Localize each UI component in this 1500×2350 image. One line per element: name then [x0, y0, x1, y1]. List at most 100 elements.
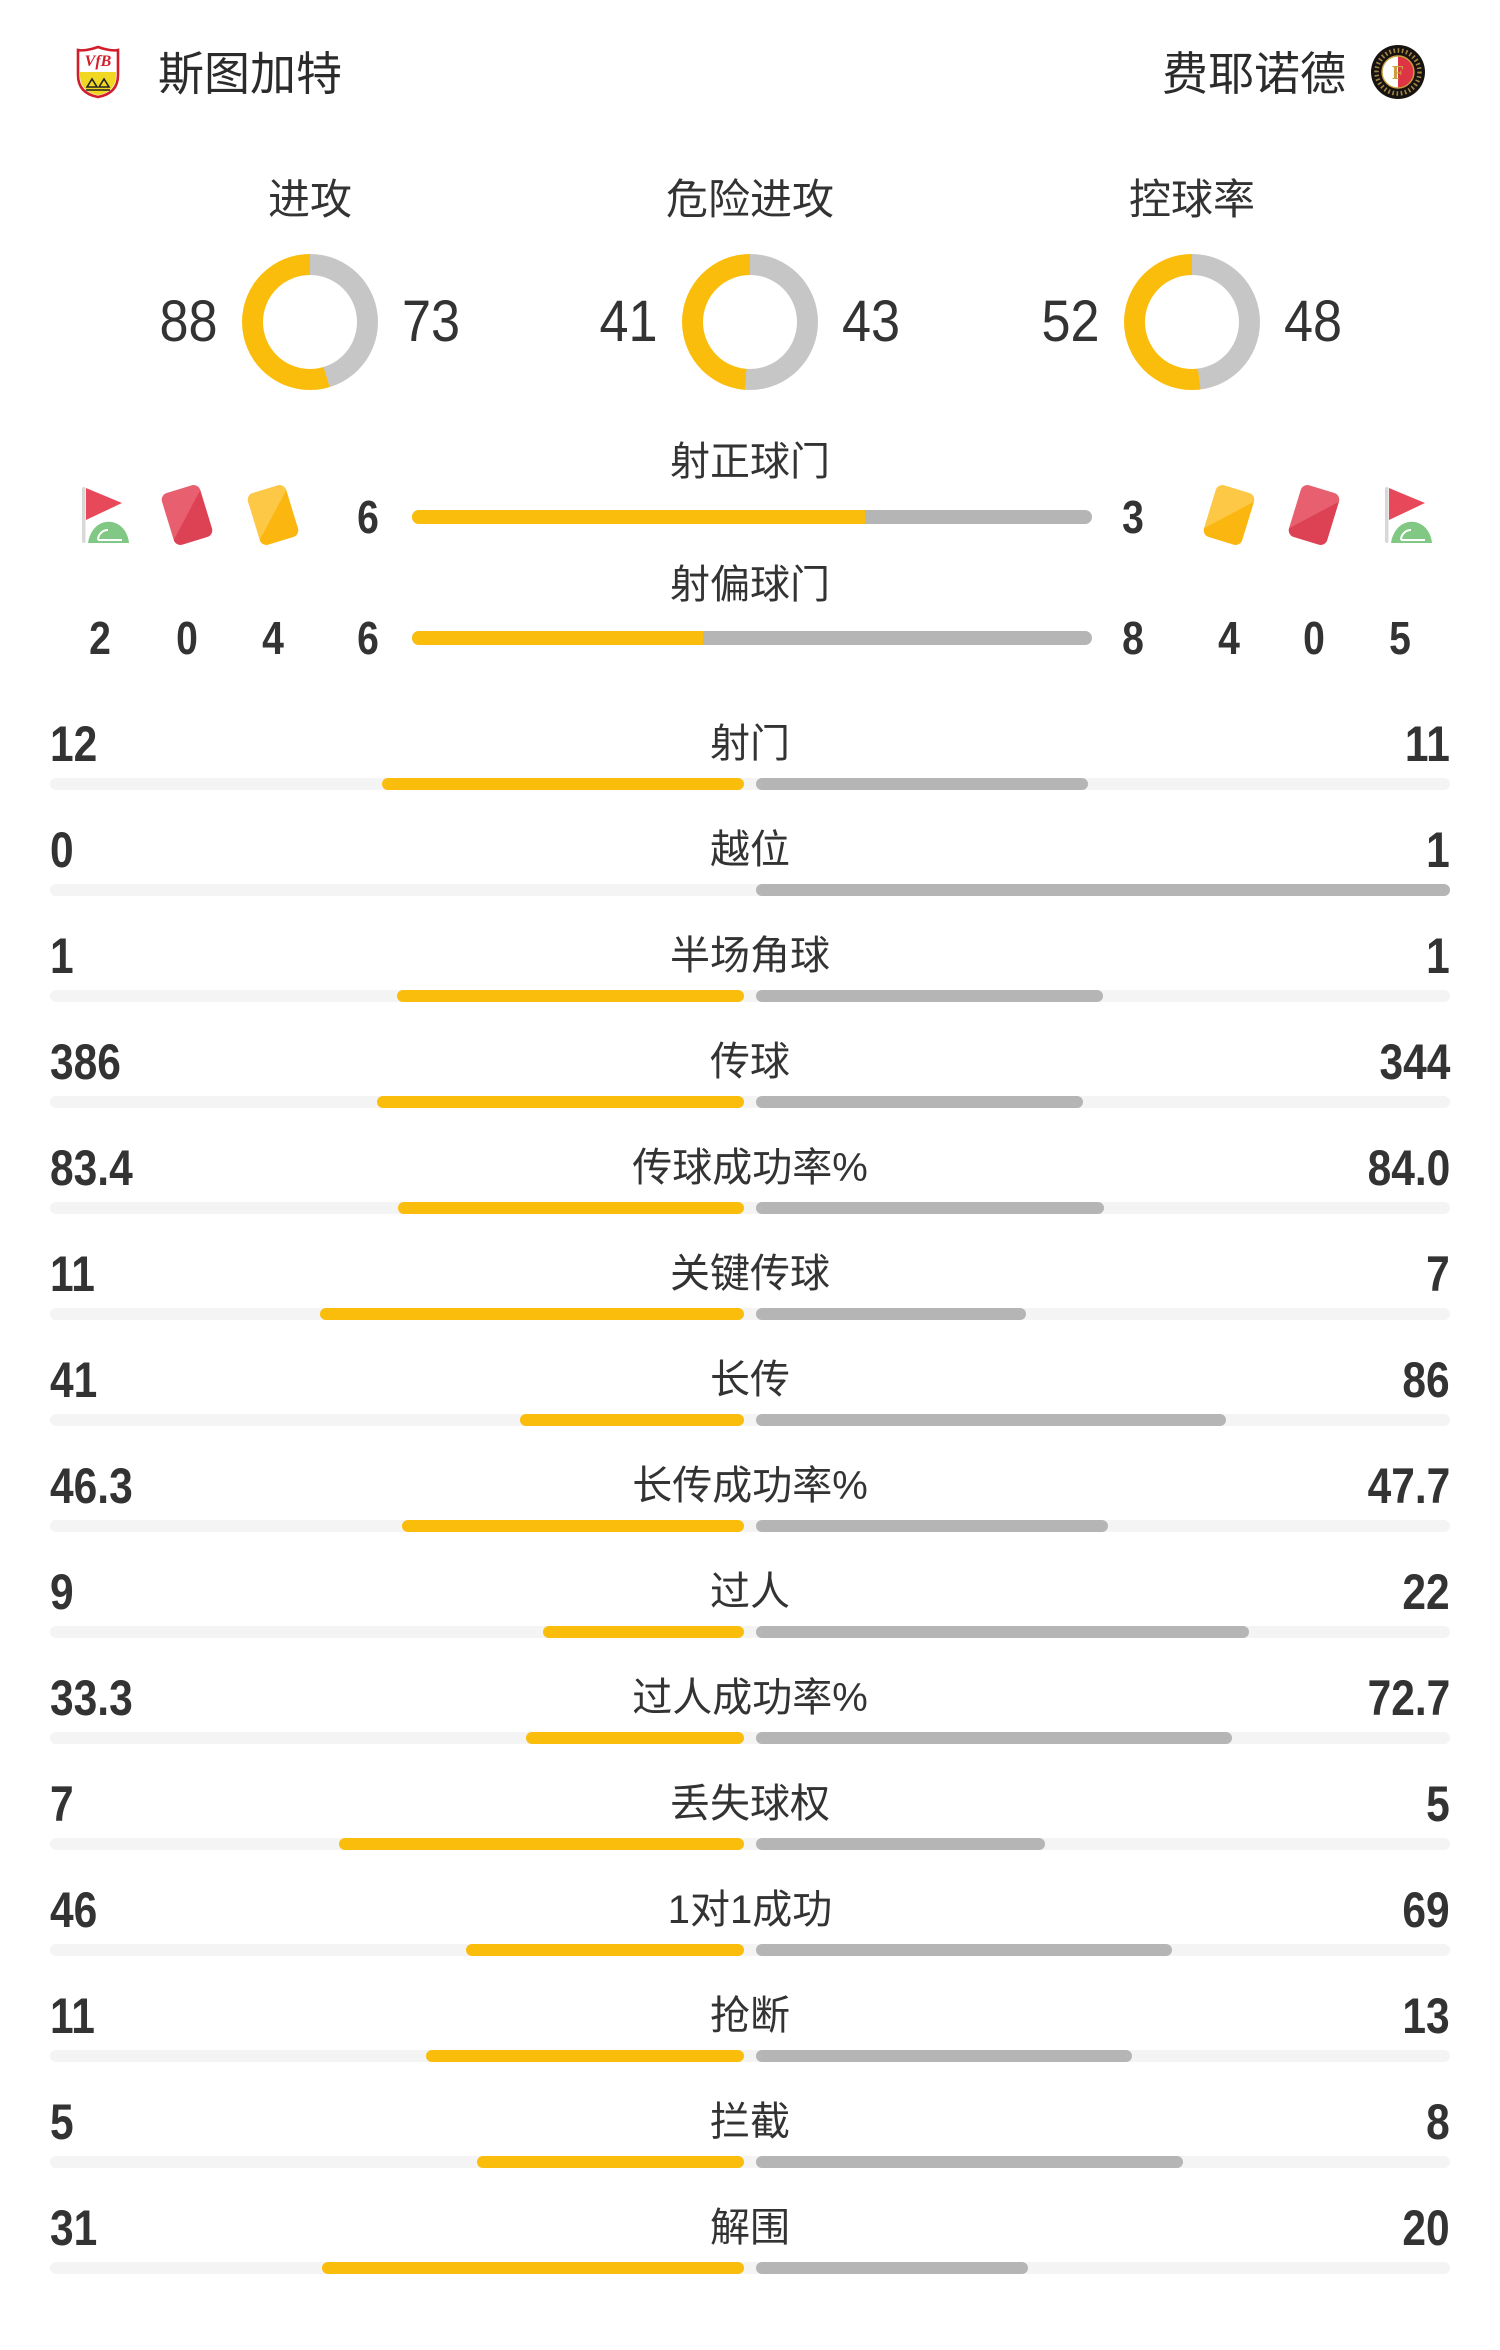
stat-away-bar: [756, 1520, 1109, 1532]
stat-home-value: 9: [50, 1564, 74, 1620]
stat-bar-track: [50, 1732, 1450, 1744]
stat-row: 7 丢失球权 5: [0, 1751, 1500, 1857]
stat-label: 传球: [710, 1040, 790, 1084]
stat-row: 0 越位 1: [0, 797, 1500, 903]
stat-away-value: 86: [1402, 1352, 1450, 1408]
stat-bar-track: [50, 2156, 1450, 2168]
stat-away-value: 47.7: [1367, 1458, 1450, 1514]
stat-bar-track: [50, 1944, 1450, 1956]
stat-away-bar: [756, 2262, 1029, 2274]
stat-away-bar: [756, 1838, 1046, 1850]
away-corners-count: 5: [1389, 612, 1411, 664]
stat-away-value: 72.7: [1367, 1670, 1450, 1726]
stat-home-value: 12: [50, 716, 98, 772]
stat-home-value: 83.4: [50, 1140, 133, 1196]
stat-away-value: 344: [1379, 1034, 1450, 1090]
stat-home-bar: [319, 1308, 744, 1320]
away-team-name: 费耶诺德: [1162, 48, 1346, 100]
stat-bar-track: [50, 990, 1450, 1002]
stat-row: 46.3 长传成功率% 47.7: [0, 1433, 1500, 1539]
stat-label: 解围: [710, 2206, 790, 2250]
stat-away-value: 8: [1426, 2094, 1450, 2150]
home-team-logo-vfb-stuttgart-icon: VfB: [76, 45, 120, 99]
stat-label: 拦截: [710, 2100, 790, 2144]
away-corner-flag-icon: [1385, 487, 1432, 543]
stat-home-bar: [542, 1626, 744, 1638]
stat-row: 12 射门 11: [0, 691, 1500, 797]
stat-home-value: 46: [50, 1882, 98, 1938]
home-yellow-card-icon: [245, 483, 301, 547]
shots-on-target-home-bar: [412, 510, 866, 524]
stat-away-value: 11: [1405, 716, 1450, 772]
stat-home-bar: [397, 990, 744, 1002]
stat-away-bar: [756, 2050, 1132, 2062]
donut-title: 危险进攻: [665, 176, 835, 223]
stat-away-bar: [756, 778, 1088, 790]
away-yellow-card-icon: [1201, 483, 1257, 547]
shots-on-target-title: 射正球门: [670, 440, 830, 484]
donut-away-value: 43: [842, 289, 901, 354]
stat-row: 11 关键传球 7: [0, 1221, 1500, 1327]
stat-home-value: 7: [50, 1776, 74, 1832]
stat-bar-track: [50, 1626, 1450, 1638]
stat-home-bar: [525, 1732, 744, 1744]
donut-group: 危险进攻 41 43: [600, 158, 900, 390]
stat-bar-track: [50, 1202, 1450, 1214]
stat-away-bar: [756, 1308, 1026, 1320]
stat-home-value: 33.3: [50, 1670, 133, 1726]
stat-row: 5 拦截 8: [0, 2069, 1500, 2175]
stat-home-value: 386: [50, 1034, 121, 1090]
stat-home-value: 11: [50, 1988, 95, 2044]
stat-bar-track: [50, 1308, 1450, 1320]
stat-home-bar: [477, 2156, 744, 2168]
stat-away-bar: [756, 1626, 1249, 1638]
stat-away-value: 22: [1402, 1564, 1450, 1620]
stat-away-bar: [756, 884, 1450, 896]
away-team-logo-feyenoord-icon: F: [1371, 45, 1425, 99]
stat-bar-track: [50, 1520, 1450, 1532]
donut-home-value: 41: [599, 289, 658, 354]
stat-home-value: 0: [50, 822, 74, 878]
stat-label: 传球成功率%: [632, 1146, 868, 1190]
stat-label: 关键传球: [670, 1252, 830, 1296]
home-yellow-cards-count: 4: [262, 612, 284, 664]
stat-home-value: 41: [50, 1352, 98, 1408]
stat-row: 11 抢断 13: [0, 1963, 1500, 2069]
donut-chart: [242, 254, 378, 390]
shots-off-target-home-bar: [412, 631, 704, 645]
stat-label: 越位: [710, 828, 790, 872]
shots-off-target-home-value: 6: [357, 612, 379, 664]
stat-home-bar: [519, 1414, 744, 1426]
shots-on-target-bar: [412, 510, 1092, 524]
shots-off-target-title: 射偏球门: [670, 563, 830, 607]
stat-away-value: 69: [1402, 1882, 1450, 1938]
stat-bar-track: [50, 1096, 1450, 1108]
stat-row: 31 解围 20: [0, 2175, 1500, 2281]
stat-away-value: 13: [1402, 1988, 1450, 2044]
svg-text:F: F: [1392, 62, 1404, 84]
donut-home-value: 52: [1041, 289, 1100, 354]
stat-label: 长传成功率%: [632, 1464, 868, 1508]
stat-row: 386 传球 344: [0, 1009, 1500, 1115]
donut-home-value: 88: [159, 289, 218, 354]
stat-home-bar: [377, 1096, 744, 1108]
stat-row: 33.3 过人成功率% 72.7: [0, 1645, 1500, 1751]
stat-row: 46 1对1成功 69: [0, 1857, 1500, 1963]
away-yellow-cards-count: 4: [1218, 612, 1240, 664]
shots-on-target-away-value: 3: [1122, 491, 1144, 543]
stat-label: 抢断: [710, 1994, 790, 2038]
stat-bar-track: [50, 2262, 1450, 2274]
donut-group: 进攻 88 73: [160, 158, 460, 390]
shots-on-target-home-value: 6: [357, 491, 379, 543]
donut-away-value: 73: [402, 289, 461, 354]
stat-away-value: 1: [1426, 928, 1450, 984]
stat-home-bar: [425, 2050, 744, 2062]
stat-label: 1对1成功: [667, 1888, 833, 1932]
stat-row: 9 过人 22: [0, 1539, 1500, 1645]
donut-title: 控球率: [1128, 176, 1256, 223]
stat-label: 长传: [710, 1358, 790, 1402]
stat-home-value: 31: [50, 2200, 98, 2256]
stat-away-bar: [756, 1096, 1084, 1108]
stat-label: 半场角球: [670, 934, 830, 978]
stat-row: 83.4 传球成功率% 84.0: [0, 1115, 1500, 1221]
